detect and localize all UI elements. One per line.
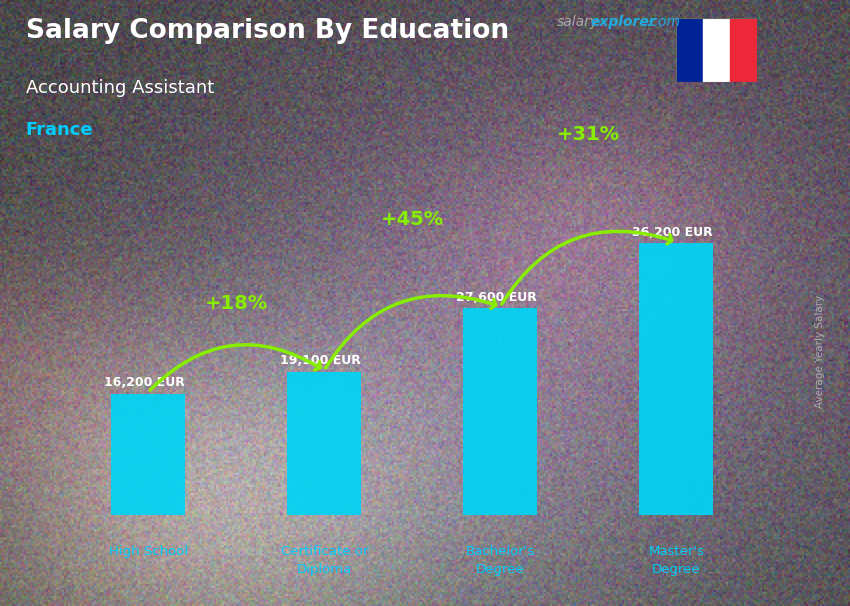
- Bar: [703, 18, 729, 82]
- Text: Master's
Degree: Master's Degree: [649, 545, 705, 576]
- Text: Average Yearly Salary: Average Yearly Salary: [815, 295, 825, 408]
- Text: High School: High School: [109, 545, 188, 558]
- Text: Accounting Assistant: Accounting Assistant: [26, 79, 213, 97]
- Text: .com: .com: [646, 15, 680, 29]
- Text: +18%: +18%: [205, 294, 268, 313]
- Bar: [287, 372, 361, 515]
- Bar: [111, 393, 185, 515]
- Text: 19,100 EUR: 19,100 EUR: [280, 355, 361, 367]
- Text: salary: salary: [557, 15, 599, 29]
- Text: Certificate or
Diploma: Certificate or Diploma: [280, 545, 368, 576]
- Bar: [729, 18, 756, 82]
- Text: Bachelor's
Degree: Bachelor's Degree: [466, 545, 535, 576]
- Text: 27,600 EUR: 27,600 EUR: [456, 290, 537, 304]
- Text: 36,200 EUR: 36,200 EUR: [632, 226, 713, 239]
- Bar: [639, 244, 713, 515]
- Text: 16,200 EUR: 16,200 EUR: [104, 376, 185, 389]
- Text: France: France: [26, 121, 94, 139]
- Bar: [676, 18, 703, 82]
- Bar: [463, 308, 537, 515]
- Text: +45%: +45%: [381, 210, 444, 228]
- Text: +31%: +31%: [557, 125, 620, 144]
- Text: Salary Comparison By Education: Salary Comparison By Education: [26, 18, 508, 44]
- Text: explorer: explorer: [591, 15, 656, 29]
